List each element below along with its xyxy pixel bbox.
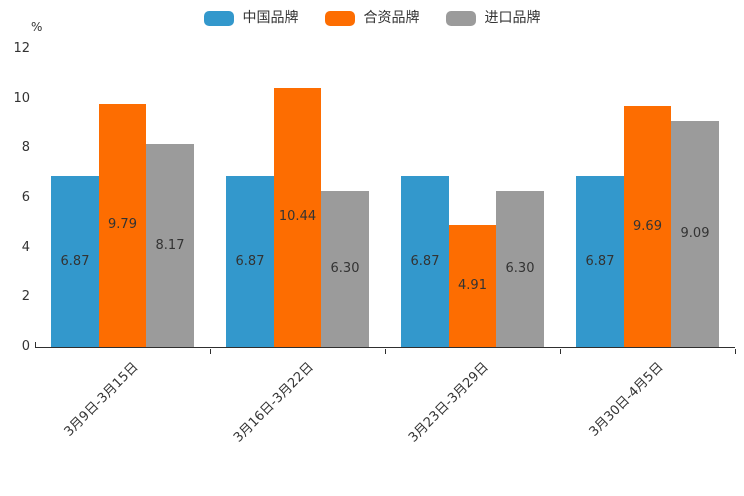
y-axis-tick-label: 6 <box>21 190 30 205</box>
x-axis-tick <box>734 348 736 354</box>
bar-中国品牌-3月9日-3月15日[interactable] <box>51 176 99 347</box>
legend-swatch-icon <box>203 10 234 26</box>
x-axis-category-label: 3月23日-3月29日 <box>406 359 492 446</box>
x-axis-line <box>35 347 735 348</box>
bar-中国品牌-3月16日-3月22日[interactable] <box>226 176 274 347</box>
bar-中国品牌-3月30日-4月5日[interactable] <box>576 176 624 347</box>
x-axis-category-label: 3月16日-3月22日 <box>231 359 317 446</box>
bar-进口品牌-3月9日-3月15日[interactable] <box>146 144 194 347</box>
bar-value-label: 6.87 <box>235 253 265 269</box>
legend-item-joint-venture-brand[interactable]: 合资品牌 <box>324 8 420 28</box>
legend-label: 进口品牌 <box>484 10 541 26</box>
legend-label: 中国品牌 <box>242 10 299 26</box>
x-axis-tick <box>209 348 211 354</box>
y-axis-tick-label: 12 <box>13 41 30 56</box>
x-axis-tick <box>559 348 561 354</box>
x-axis-category-label: 3月30日-4月5日 <box>586 359 667 440</box>
legend: 中国品牌 合资品牌 进口品牌 <box>0 8 744 28</box>
x-axis-tick <box>34 342 36 348</box>
bar-进口品牌-3月16日-3月22日[interactable] <box>321 190 369 347</box>
bar-中国品牌-3月23日-3月29日[interactable] <box>401 176 449 347</box>
bar-合资品牌-3月9日-3月15日[interactable] <box>98 103 147 347</box>
bar-合资品牌-3月16日-3月22日[interactable] <box>273 87 322 347</box>
bar-value-label: 6.30 <box>330 260 360 276</box>
bar-合资品牌-3月23日-3月29日[interactable] <box>448 225 497 347</box>
bar-value-label: 10.44 <box>278 209 317 225</box>
legend-item-china-brand[interactable]: 中国品牌 <box>203 8 299 28</box>
legend-item-import-brand[interactable]: 进口品牌 <box>445 8 541 28</box>
y-axis-unit-label: % <box>31 20 43 34</box>
bar-value-label: 9.09 <box>680 226 710 242</box>
bar-value-label: 4.91 <box>458 278 487 294</box>
bar-进口品牌-3月23日-3月29日[interactable] <box>496 190 544 347</box>
y-axis-tick-label: 0 <box>21 339 30 354</box>
bar-进口品牌-3月30日-4月5日[interactable] <box>671 121 719 347</box>
y-axis-tick-label: 8 <box>21 140 30 156</box>
x-axis-category-label: 3月9日-3月15日 <box>61 359 142 440</box>
legend-swatch-icon <box>445 10 476 26</box>
bar-value-label: 8.17 <box>155 237 185 253</box>
bar-value-label: 6.87 <box>60 253 90 269</box>
bar-value-label: 6.30 <box>505 260 535 276</box>
bar-value-label: 6.87 <box>585 253 615 269</box>
bar-value-label: 9.79 <box>108 217 137 233</box>
bar-合资品牌-3月30日-4月5日[interactable] <box>623 106 672 347</box>
legend-label: 合资品牌 <box>363 10 420 26</box>
bar-value-label: 6.87 <box>410 253 440 269</box>
y-axis-tick-label: 4 <box>21 239 30 255</box>
bar-value-label: 9.69 <box>633 218 662 234</box>
x-axis-tick <box>384 348 386 354</box>
legend-swatch-icon <box>324 10 355 26</box>
y-axis-tick-label: 2 <box>21 289 30 305</box>
y-axis-tick-label: 10 <box>13 90 30 106</box>
